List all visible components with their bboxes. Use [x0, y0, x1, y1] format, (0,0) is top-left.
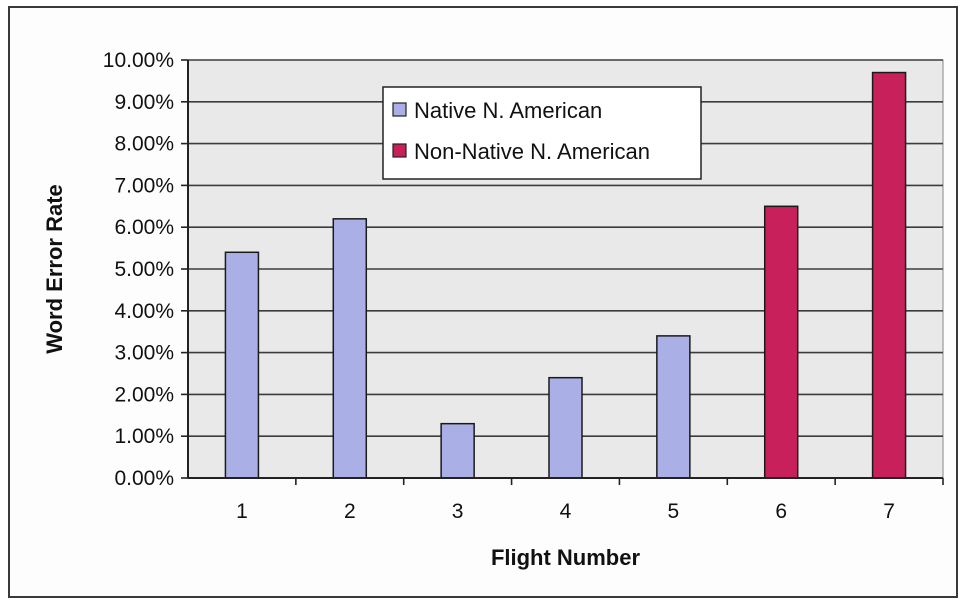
legend: Native N. American Non-Native N. America…	[382, 86, 702, 180]
bar-native-flight-4	[548, 376, 583, 479]
legend-label-native: Native N. American	[414, 98, 602, 123]
legend-swatch-native	[392, 102, 407, 117]
x-tick-label: 3	[452, 500, 464, 523]
y-tick-label: 6.00%	[114, 216, 174, 239]
legend-box	[382, 86, 702, 180]
y-tick-label: 9.00%	[114, 91, 174, 114]
legend-label-non-native: Non-Native N. American	[414, 139, 650, 164]
x-tick-label: 6	[775, 500, 787, 523]
axes	[181, 59, 944, 485]
y-tick-label: 2.00%	[114, 383, 174, 406]
bar-native-flight-1	[224, 251, 260, 479]
x-axis-title: Flight Number	[491, 545, 641, 570]
y-axis-title: Word Error Rate	[42, 184, 67, 354]
y-tick-labels: 0.00% 1.00% 2.00% 3.00% 4.00% 5.00% 6.00% 7.00%…	[103, 49, 174, 490]
bar-non-native-flight-7	[871, 71, 907, 479]
x-tick-label: 4	[560, 500, 572, 523]
bar-native-flight-2	[332, 218, 368, 479]
y-tick-label: 5.00%	[114, 258, 174, 281]
y-tick-label: 10.00%	[103, 49, 174, 72]
x-tick-label: 5	[668, 500, 680, 523]
y-tick-label: 3.00%	[114, 342, 174, 365]
bar-native-flight-3	[440, 422, 475, 479]
x-tick-label: 2	[344, 500, 356, 523]
y-tick-label: 8.00%	[114, 133, 174, 156]
y-tick-label: 0.00%	[114, 467, 174, 490]
y-tick-label: 4.00%	[114, 300, 174, 323]
x-tick-label: 1	[236, 500, 248, 523]
x-tick-label: 7	[883, 500, 895, 523]
bar-non-native-flight-6	[763, 205, 799, 479]
bar-native-flight-5	[656, 335, 691, 479]
y-tick-label: 1.00%	[114, 425, 174, 448]
y-tick-label: 7.00%	[114, 174, 174, 197]
x-tick-labels: 1 2 3 4 5 6 7	[236, 500, 895, 523]
legend-swatch-non-native	[392, 143, 407, 158]
